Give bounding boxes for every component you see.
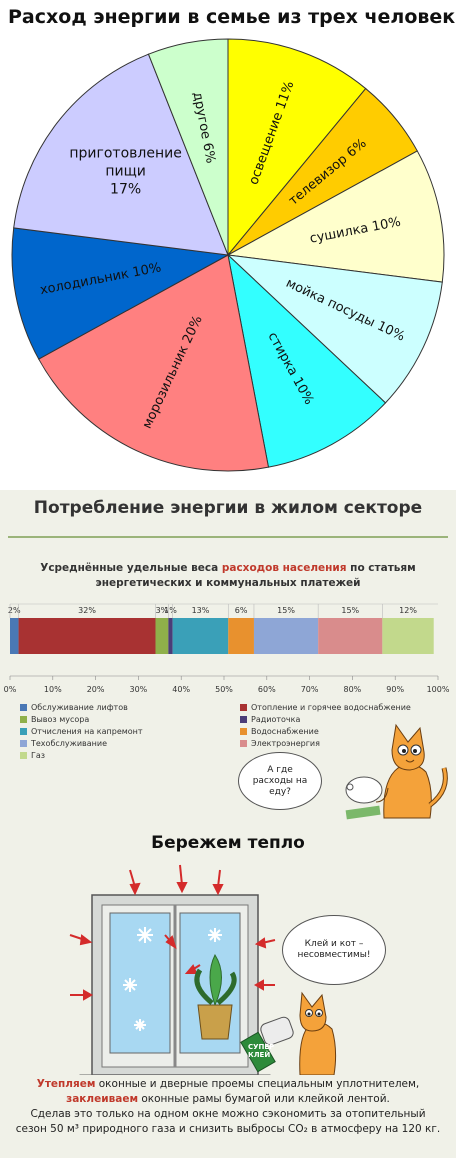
- x-tick-0: 0%: [4, 685, 17, 694]
- legend-label: Электроэнергия: [251, 739, 320, 748]
- subtitle-text-pre: Усреднённые удельные веса: [40, 562, 222, 574]
- bar-segment-4: [172, 618, 229, 654]
- heat-caption: Утепляем оконные и дверные проемы специа…: [4, 1077, 452, 1137]
- bar-value-label-3: 1%: [164, 606, 177, 615]
- pie-slice-6: [11, 227, 230, 360]
- legend-label: Обслуживание лифтов: [31, 703, 128, 712]
- bar-value-label-7: 15%: [341, 606, 359, 615]
- caption-line4: сезон 50 м³ природного газа и снизить вы…: [15, 1123, 441, 1135]
- bar-subtitle: Усреднённые удельные веса расходов насел…: [0, 561, 456, 591]
- legend-swatch: [20, 728, 27, 735]
- legend-label: Отчисления на капремонт: [31, 727, 143, 736]
- legend-item-0: Обслуживание лифтов: [20, 703, 128, 712]
- x-tick-5: 50%: [215, 685, 233, 694]
- caption-line2: оконные рамы бумагой или клейкой лентой.: [138, 1093, 390, 1105]
- legend-swatch: [20, 752, 27, 759]
- bar-segment-2: [155, 618, 169, 654]
- bar-panel-title: Потребление энергии в жилом секторе: [33, 498, 423, 518]
- x-tick-3: 30%: [130, 685, 148, 694]
- x-tick-7: 70%: [301, 685, 319, 694]
- legend-swatch: [20, 704, 27, 711]
- speech-bubble-glue: Клей и кот – несовместимы!: [282, 915, 386, 985]
- bar-value-label-6: 15%: [277, 606, 295, 615]
- bubble-text: А где расходы на еду?: [252, 764, 308, 797]
- x-tick-9: 90%: [386, 685, 404, 694]
- legend-label: Отопление и горячее водоснабжение: [251, 703, 411, 712]
- legend-item-8: Электроэнергия: [240, 739, 320, 748]
- caption-line1: оконные и дверные проемы специальным упл…: [95, 1078, 420, 1090]
- caption-emph-1: Утепляем: [36, 1078, 96, 1090]
- bar-panel: Потребление энергии в жилом секторе Усре…: [0, 490, 456, 825]
- bar-segment-0: [10, 618, 19, 654]
- legend-label: Техобслуживание: [31, 739, 107, 748]
- legend-item-4: Газ: [20, 751, 45, 760]
- x-tick-10: 100%: [427, 685, 450, 694]
- stacked-bar-chart: 2% 32% 3%1% 13% 6% 15% 15% 12% 0% 10% 20% 30% 40% 50%…: [4, 603, 450, 694]
- pie-chart: освещение 11%телевизор 6%сушилка 10%мойк…: [11, 38, 445, 472]
- x-tick-8: 80%: [344, 685, 362, 694]
- speech-bubble-food: А где расходы на еду?: [238, 752, 322, 810]
- legend-item-7: Водоснабжение: [240, 727, 319, 736]
- legend-swatch: [20, 716, 27, 723]
- subtitle-text-post: по статьям: [346, 562, 416, 574]
- legend-label: Вывоз мусора: [31, 715, 90, 724]
- legend-swatch: [240, 740, 247, 747]
- legend-label: Газ: [31, 751, 46, 760]
- caption-line3: Сделав это только на одном окне можно сэ…: [30, 1108, 426, 1120]
- heat-panel-title: Бережем тепло: [151, 833, 305, 853]
- legend-label: Водоснабжение: [251, 727, 319, 736]
- x-tick-6: 60%: [258, 685, 276, 694]
- x-tick-1: 10%: [44, 685, 62, 694]
- legend-item-6: Радиоточка: [240, 715, 300, 724]
- bar-value-label-2: 3%: [156, 606, 169, 615]
- bar-segment-1: [18, 618, 156, 654]
- bar-value-label-5: 6%: [235, 606, 248, 615]
- bubble-text-glue: Клей и кот – несовместимы!: [297, 939, 371, 960]
- title-underline: [8, 536, 448, 538]
- legend-item-3: Техобслуживание: [20, 739, 107, 748]
- pie-slice-0: [227, 38, 367, 257]
- legend-item-1: Вывоз мусора: [20, 715, 89, 724]
- heat-saving-panel: Бережем тепло: [0, 825, 456, 1158]
- glue-label-line2: КЛЕЙ: [248, 1051, 271, 1059]
- pie-label-7: приготовление пищи 17%: [69, 146, 181, 198]
- pie-slice-4: [227, 253, 387, 468]
- bar-segment-6: [253, 618, 319, 654]
- subtitle-highlight: расходов населения: [221, 562, 347, 574]
- legend-swatch: [20, 740, 27, 747]
- legend-item-5: Отопление и горячее водоснабжение: [240, 703, 411, 712]
- legend-swatch: [240, 704, 247, 711]
- pie-slice-7: [13, 53, 229, 256]
- bar-value-label-4: 13%: [192, 606, 210, 615]
- glue-label: СУПЕР КЛЕЙ: [248, 1043, 274, 1059]
- legend-swatch: [240, 728, 247, 735]
- subtitle-line2: энергетических и коммунальных платежей: [95, 577, 361, 589]
- bar-segment-3: [168, 618, 173, 654]
- legend-item-2: Отчисления на капремонт: [20, 727, 143, 736]
- caption-emph-2: заклеиваем: [66, 1093, 139, 1105]
- window-illustration: [69, 864, 337, 1075]
- pie-slice-2: [226, 150, 445, 283]
- glue-label-line1: СУПЕР: [248, 1043, 275, 1051]
- x-tick-4: 40%: [172, 685, 190, 694]
- pie-slice-8: [147, 38, 229, 256]
- bar-value-label-8: 12%: [399, 606, 417, 615]
- bar-value-label-0: 2%: [8, 606, 21, 615]
- bar-segment-7: [318, 618, 383, 654]
- legend-label: Радиоточка: [251, 715, 301, 724]
- pie-panel: Расход энергии в семье из трех человек о…: [0, 0, 456, 490]
- cat-with-piggybank-illustration: [345, 723, 448, 820]
- pie-slice-5: [38, 254, 270, 472]
- x-tick-2: 20%: [87, 685, 105, 694]
- pie-slice-3: [226, 254, 443, 404]
- legend-swatch: [240, 716, 247, 723]
- bar-segment-5: [228, 618, 254, 654]
- bar-segment-8: [382, 618, 434, 654]
- bar-value-label-1: 32%: [78, 606, 96, 615]
- pie-title: Расход энергии в семье из трех человек: [8, 6, 456, 28]
